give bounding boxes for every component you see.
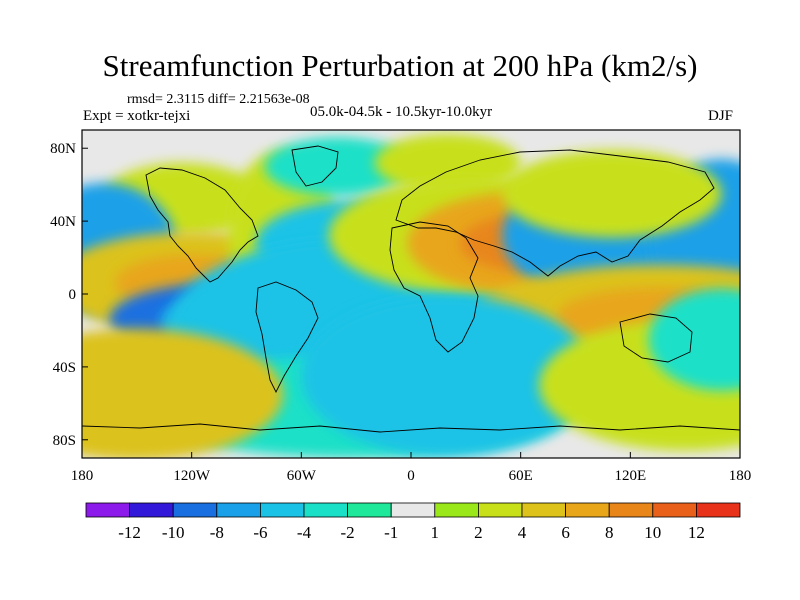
y-tick-label: 80N xyxy=(50,141,76,157)
stats-label: rmsd= 2.3115 diff= 2.21563e-08 xyxy=(127,92,310,107)
x-tick-label: 60E xyxy=(509,468,533,484)
colorbar-label: -10 xyxy=(162,523,185,542)
colorbar-label: 10 xyxy=(644,523,661,542)
colorbar-swatch xyxy=(129,502,174,518)
x-tick-label: 180 xyxy=(729,468,752,484)
y-tick-label: 40S xyxy=(53,360,76,376)
colorbar-label: 8 xyxy=(605,523,614,542)
colorbar-label: 6 xyxy=(561,523,570,542)
colorbar-swatch xyxy=(477,502,523,518)
field-anomaly-19 xyxy=(648,288,740,391)
colorbar: -12 -10 -8 -6 -4 -2 -1 1 2 4 6 8 10 12 xyxy=(85,502,741,542)
colorbar-label: -1 xyxy=(384,523,398,542)
colorbar-swatch xyxy=(216,502,261,518)
field-anomaly-15 xyxy=(502,150,722,238)
x-tick-label: 0 xyxy=(407,468,415,484)
experiment-label: Expt = xotkr-tejxi xyxy=(83,108,191,124)
colorbar-swatch xyxy=(696,502,741,518)
map-title: Streamfunction Perturbation at 200 hPa (… xyxy=(102,48,698,83)
colorbar-swatch xyxy=(347,502,392,518)
period-label: 05.0k-04.5k - 10.5kyr-10.0kyr xyxy=(310,104,493,120)
colorbar-label: 12 xyxy=(688,523,705,542)
colorbar-label: -8 xyxy=(210,523,224,542)
field-anomaly-9 xyxy=(264,137,411,196)
colorbar-swatch xyxy=(652,502,697,518)
colorbar-swatch xyxy=(259,502,305,518)
plot-area xyxy=(81,129,741,459)
field-anomaly-10 xyxy=(374,133,521,192)
field-contours xyxy=(82,133,740,458)
colorbar-swatch xyxy=(565,502,610,518)
colorbar-label: -6 xyxy=(253,523,267,542)
field-anomaly-17 xyxy=(301,295,594,457)
y-tick-label: 40N xyxy=(50,214,76,230)
axis-ticks: 180 120W 60W 0 60E 120E 180 80N 40N 0 40S 80S xyxy=(50,141,751,484)
colorbar-swatch xyxy=(303,502,348,518)
season-label: DJF xyxy=(708,108,734,124)
colorbar-swatch xyxy=(434,502,479,518)
colorbar-label: 2 xyxy=(474,523,483,542)
x-tick-label: 60W xyxy=(287,468,317,484)
x-tick-label: 180 xyxy=(71,468,94,484)
colorbar-swatch xyxy=(85,502,130,518)
colorbar-label: 1 xyxy=(431,523,440,542)
colorbar-label: -2 xyxy=(341,523,355,542)
x-tick-label: 120W xyxy=(173,468,211,484)
colorbar-label: 4 xyxy=(518,523,527,542)
field-anomaly-8 xyxy=(82,328,284,458)
colorbar-label: -4 xyxy=(297,523,312,542)
x-tick-label: 120E xyxy=(614,468,646,484)
colorbar-swatch xyxy=(608,502,654,518)
colorbar-label: -12 xyxy=(118,523,141,542)
coastlines xyxy=(82,145,740,433)
colorbar-swatch xyxy=(521,502,566,518)
colorbar-swatch xyxy=(390,502,436,518)
y-tick-label: 80S xyxy=(53,433,76,449)
y-tick-label: 0 xyxy=(69,287,77,303)
colorbar-swatch xyxy=(172,502,218,518)
